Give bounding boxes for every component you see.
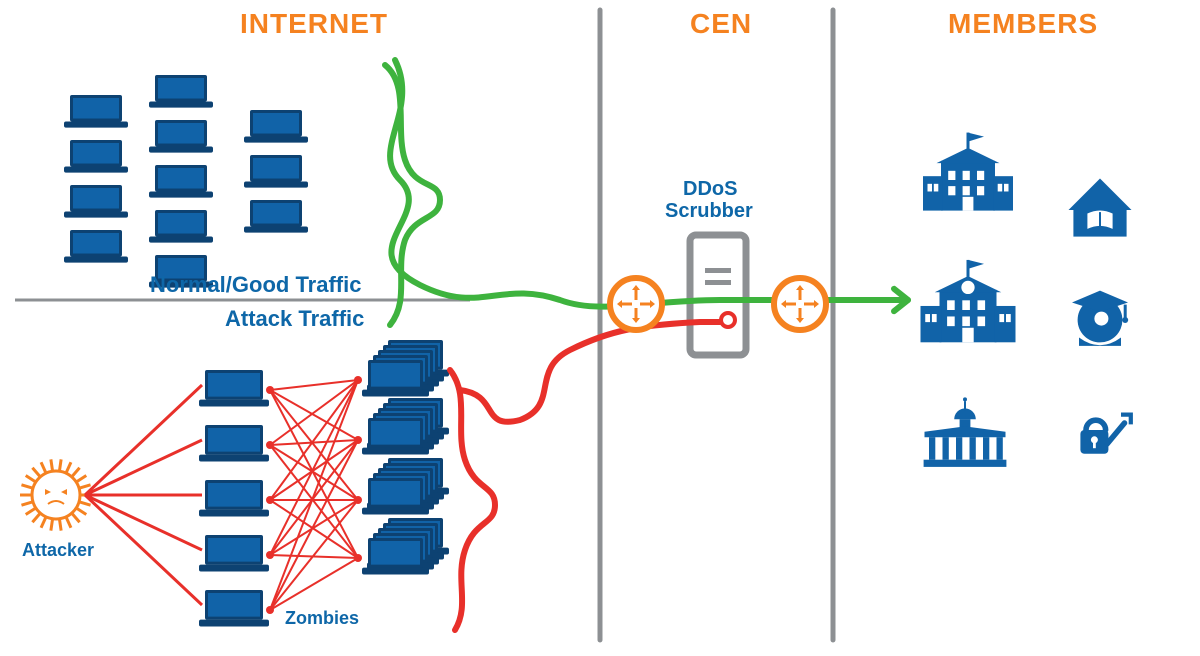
building-icon bbox=[923, 133, 1013, 211]
label-scrubber-1: DDoS bbox=[683, 178, 737, 201]
router-icon bbox=[774, 278, 826, 330]
diagram-canvas bbox=[0, 0, 1200, 656]
building-icon bbox=[921, 260, 1016, 342]
header-members: MEMBERS bbox=[948, 8, 1098, 40]
label-zombies: Zombies bbox=[285, 608, 359, 629]
attacker-icon bbox=[20, 459, 92, 530]
router-icon bbox=[610, 278, 662, 330]
label-good-traffic: Normal/Good Traffic bbox=[150, 272, 361, 298]
student-icon bbox=[1072, 291, 1128, 346]
label-scrubber-2: Scrubber bbox=[665, 200, 753, 223]
header-internet: INTERNET bbox=[240, 8, 388, 40]
label-attacker: Attacker bbox=[22, 540, 94, 561]
capitol-icon bbox=[924, 397, 1007, 467]
library-icon bbox=[1069, 179, 1132, 237]
label-attack-traffic: Attack Traffic bbox=[225, 306, 364, 332]
header-cen: CEN bbox=[690, 8, 752, 40]
unlock-icon bbox=[1080, 415, 1130, 454]
